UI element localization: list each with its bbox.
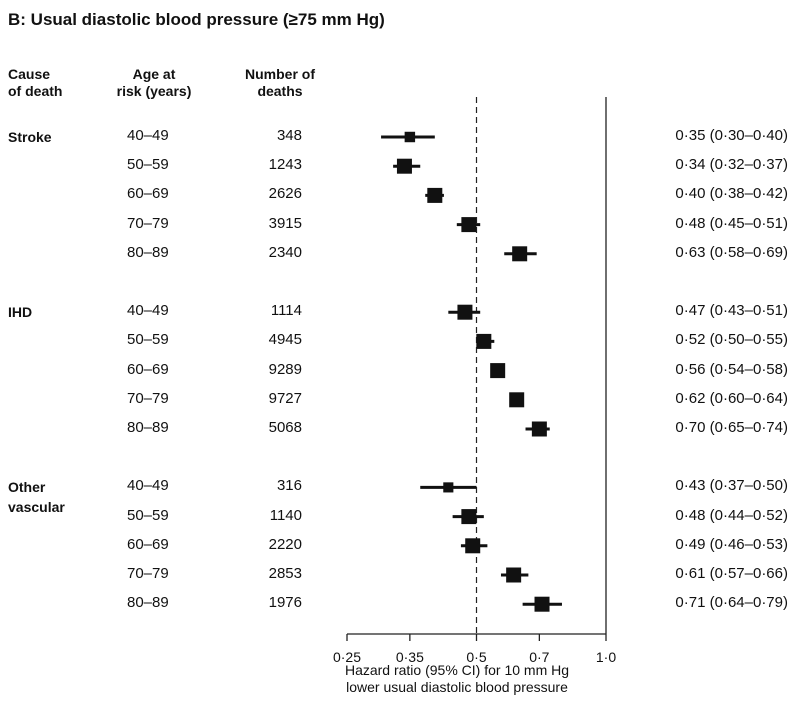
- estimate-box: [534, 596, 550, 612]
- x-tick-label: 0·25: [333, 649, 361, 665]
- estimate-box: [476, 333, 492, 349]
- age-group: 80–89: [127, 594, 169, 612]
- estimate-box: [461, 217, 477, 233]
- age-group: 60–69: [127, 360, 169, 378]
- hazard-ratio-ci: 0·61 (0·57–0·66): [675, 565, 788, 582]
- hazard-ratio-ci: 0·63 (0·58–0·69): [675, 243, 788, 261]
- hazard-ratio-ci: 0·35 (0·30–0·40): [675, 127, 788, 144]
- hazard-ratio-ci: 0·43 (0·37–0·50): [675, 477, 788, 495]
- age-group: 40–49: [127, 127, 169, 144]
- cause-label: Other vascular: [8, 479, 65, 516]
- header-age: Age at risk (years): [116, 66, 192, 99]
- estimate-box: [531, 421, 547, 437]
- cause-label: Stroke: [8, 129, 52, 145]
- x-tick-label: 0·7: [529, 649, 549, 665]
- x-tick-label: 1·0: [596, 649, 616, 665]
- death-count: 4945: [268, 331, 302, 349]
- death-count: 1243: [268, 156, 302, 174]
- age-group: 40–49: [127, 302, 169, 320]
- estimate-box: [490, 363, 506, 379]
- estimate-box: [443, 482, 454, 493]
- death-count: 1114: [270, 302, 302, 320]
- hazard-ratio-ci: 0·49 (0·46–0·53): [675, 535, 788, 553]
- estimate-box: [404, 131, 416, 143]
- hazard-ratio-ci: 0·48 (0·45–0·51): [675, 214, 788, 232]
- estimate-box: [396, 158, 412, 174]
- header-deaths: Number of deaths: [245, 66, 315, 99]
- hazard-ratio-ci: 0·40 (0·38–0·42): [675, 185, 788, 203]
- age-group: 50–59: [127, 156, 169, 174]
- death-count: 2853: [268, 565, 302, 582]
- age-group: 70–79: [127, 214, 169, 232]
- cause-label: IHD: [8, 304, 33, 321]
- hazard-ratio-ci: 0·34 (0·32–0·37): [675, 156, 788, 174]
- x-tick-label: 0·5: [466, 649, 486, 665]
- age-group: 80–89: [127, 243, 169, 261]
- death-count: 1976: [268, 594, 302, 612]
- age-group: 60–69: [127, 185, 169, 203]
- x-tick-label: 0·35: [396, 649, 424, 665]
- hazard-ratio-ci: 0·48 (0·44–0·52): [675, 506, 788, 524]
- hazard-ratio-ci: 0·47 (0·43–0·51): [675, 302, 788, 320]
- death-count: 3915: [268, 214, 302, 232]
- estimate-box: [512, 246, 528, 262]
- death-count: 5068: [268, 419, 302, 436]
- hazard-ratio-ci: 0·62 (0·60–0·64): [675, 389, 788, 407]
- header-cause: Cause of death: [8, 66, 63, 99]
- estimate-box: [457, 304, 473, 320]
- death-count: 316: [276, 477, 302, 495]
- age-group: 50–59: [127, 506, 169, 524]
- death-count: 1140: [269, 506, 302, 524]
- estimate-box: [509, 392, 525, 408]
- death-count: 2340: [268, 243, 302, 261]
- estimate-box: [465, 538, 481, 554]
- age-group: 80–89: [127, 419, 169, 436]
- hazard-ratio-ci: 0·52 (0·50–0·55): [675, 331, 788, 349]
- hazard-ratio-ci: 0·56 (0·54–0·58): [675, 360, 788, 378]
- death-count: 2220: [268, 535, 302, 553]
- age-group: 60–69: [127, 535, 169, 553]
- death-count: 9727: [268, 389, 302, 407]
- x-axis-label: Hazard ratio (95% CI) for 10 mm Hg lower…: [344, 662, 570, 695]
- age-group: 70–79: [127, 565, 169, 582]
- estimate-box: [427, 187, 443, 203]
- hazard-ratio-ci: 0·71 (0·64–0·79): [675, 594, 788, 612]
- death-count: 2626: [268, 185, 302, 203]
- estimate-box: [506, 567, 522, 583]
- age-group: 40–49: [127, 477, 169, 495]
- age-group: 50–59: [127, 331, 169, 349]
- death-count: 348: [276, 127, 302, 144]
- hazard-ratio-ci: 0·70 (0·65–0·74): [675, 419, 788, 436]
- age-group: 70–79: [127, 389, 169, 407]
- death-count: 9289: [268, 360, 302, 378]
- chart-title: B: Usual diastolic blood pressure (≥75 m…: [8, 10, 385, 29]
- estimate-box: [461, 509, 477, 525]
